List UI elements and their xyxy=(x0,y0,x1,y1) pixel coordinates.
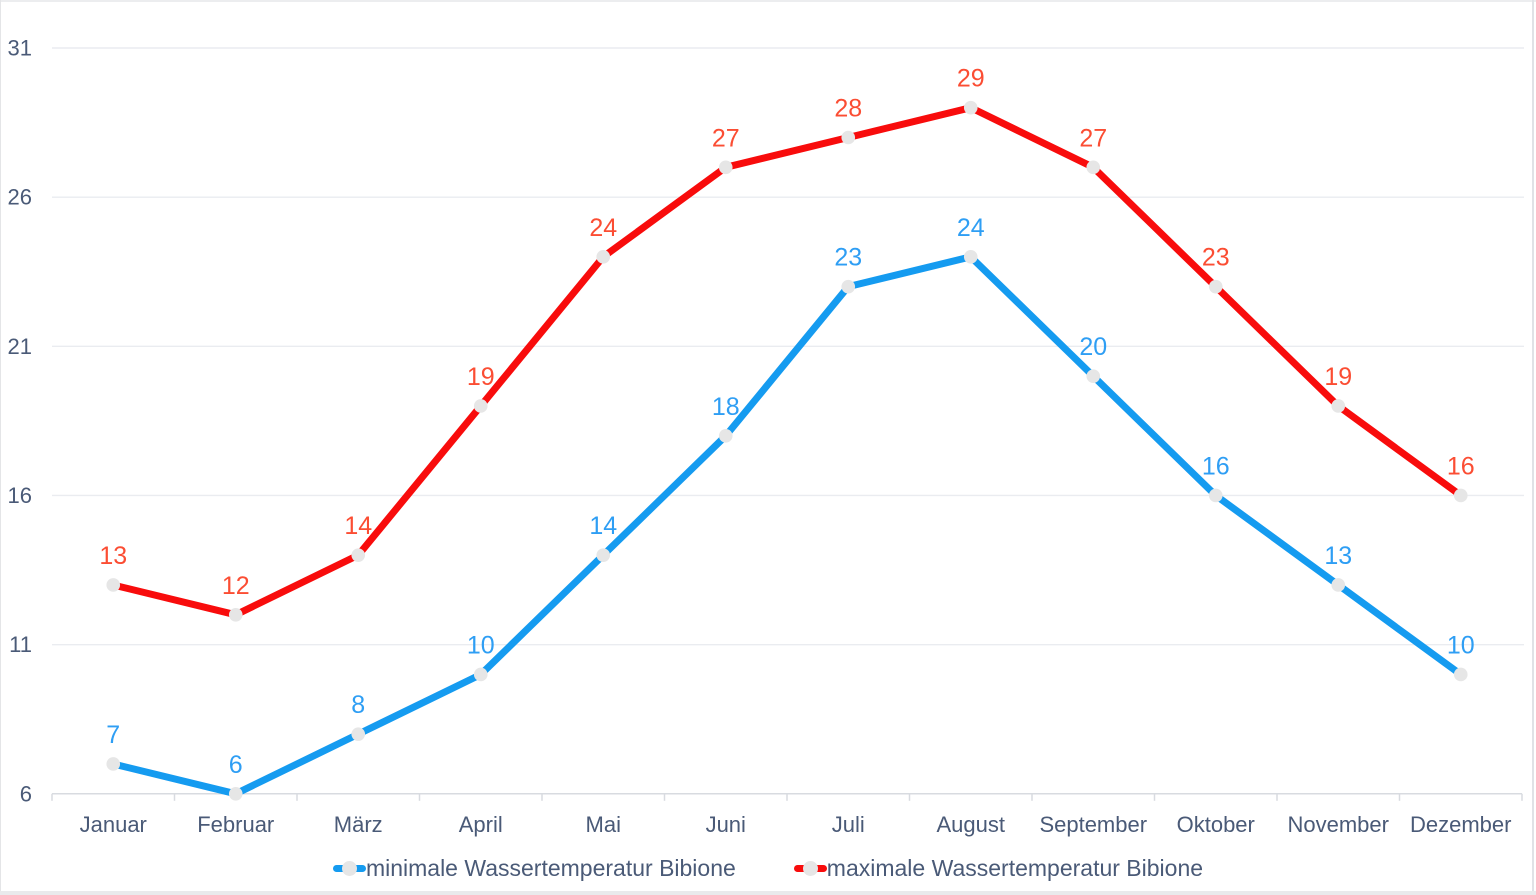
x-axis-category-label: Oktober xyxy=(1177,812,1255,837)
data-label: 8 xyxy=(351,691,365,719)
data-label: 10 xyxy=(1447,631,1475,659)
data-label: 19 xyxy=(1324,363,1352,391)
x-axis-category-label: September xyxy=(1039,812,1147,837)
data-marker xyxy=(473,667,488,682)
data-marker xyxy=(473,399,488,413)
data-label: 19 xyxy=(467,363,495,391)
data-label: 24 xyxy=(957,214,985,242)
data-marker xyxy=(351,727,366,741)
x-axis-category-label: Dezember xyxy=(1410,812,1511,837)
data-marker xyxy=(1208,279,1223,294)
series-line xyxy=(109,104,1465,619)
x-axis-category-label: Juni xyxy=(706,812,746,837)
horizontal-scrollbar-track[interactable] xyxy=(0,891,1536,895)
water-temperature-line-chart: 6 11 16 21 26 31 Januar Februar März April Mai Juni… xyxy=(8,36,1524,837)
series-line xyxy=(109,253,1465,798)
data-marker xyxy=(963,100,978,115)
y-axis-tick-label: 26 xyxy=(8,185,32,210)
y-axis-tick-label: 11 xyxy=(9,632,32,657)
data-label: 6 xyxy=(229,751,243,779)
data-marker xyxy=(228,787,243,801)
chart-legend: minimale Wassertemperatur Bibione maxima… xyxy=(0,850,1536,886)
data-marker xyxy=(1453,667,1468,682)
data-marker xyxy=(1331,578,1346,592)
data-marker xyxy=(596,548,611,562)
data-marker xyxy=(963,250,978,264)
data-marker xyxy=(1208,488,1223,503)
data-marker xyxy=(596,250,611,264)
data-label: 16 xyxy=(1447,452,1475,480)
window-top-edge-line xyxy=(0,0,1536,2)
min-series-line-marker-icon xyxy=(332,860,366,876)
data-label: 12 xyxy=(222,572,250,600)
y-axis-tick-labels: 6 11 16 21 26 31 xyxy=(8,36,32,807)
x-axis-category-label: November xyxy=(1288,812,1389,837)
data-marker xyxy=(106,757,121,771)
series-maximale: 13 12 14 19 24 27 28 29 27 23 19 16 xyxy=(99,65,1475,622)
y-axis-tick-label: 6 xyxy=(20,781,32,806)
y-axis-tick-label: 31 xyxy=(8,36,32,61)
x-axis-category-label: August xyxy=(937,812,1006,837)
series-minimale: 7 6 8 10 14 18 23 24 20 16 13 10 xyxy=(106,214,1475,801)
data-label: 14 xyxy=(589,512,617,540)
data-marker xyxy=(718,160,733,175)
data-label: 23 xyxy=(1202,244,1230,272)
data-marker xyxy=(1331,399,1346,413)
data-marker xyxy=(841,130,856,145)
x-axis-category-label: Mai xyxy=(586,812,621,837)
x-axis-category-label: Januar xyxy=(80,812,147,837)
x-axis-category-label: April xyxy=(459,812,503,837)
data-label: 18 xyxy=(712,393,740,421)
x-axis-category-label: Februar xyxy=(197,812,274,837)
y-axis-tick-label: 16 xyxy=(8,483,32,508)
max-series-marker-dot xyxy=(802,860,818,876)
data-marker xyxy=(351,548,366,562)
data-label: 24 xyxy=(589,214,617,242)
legend-label-maximale: maximale Wassertemperatur Bibione xyxy=(826,854,1204,881)
data-label: 7 xyxy=(106,721,120,749)
data-marker xyxy=(841,279,856,294)
window-left-edge-line xyxy=(0,0,1,895)
data-label: 16 xyxy=(1202,452,1230,480)
data-label: 20 xyxy=(1079,333,1107,361)
data-marker xyxy=(718,429,733,443)
data-label: 28 xyxy=(834,94,862,122)
legend-item-minimale: minimale Wassertemperatur Bibione xyxy=(332,854,736,882)
legend-item-maximale: maximale Wassertemperatur Bibione xyxy=(793,854,1204,882)
data-label: 23 xyxy=(834,244,862,272)
window-right-edge-line xyxy=(1532,0,1534,895)
x-axis-category-label: Juli xyxy=(832,812,865,837)
legend-label-minimale: minimale Wassertemperatur Bibione xyxy=(365,854,736,881)
x-axis-category-labels: Januar Februar März April Mai Juni Juli August S… xyxy=(80,812,1512,837)
data-marker xyxy=(1453,488,1468,503)
x-axis xyxy=(51,793,1523,801)
y-axis-tick-label: 21 xyxy=(8,334,32,359)
data-marker xyxy=(1086,369,1101,383)
max-series-line-marker-icon xyxy=(793,860,827,876)
data-label: 27 xyxy=(1079,124,1107,152)
data-marker xyxy=(228,608,243,622)
data-label: 29 xyxy=(957,65,985,93)
data-label: 13 xyxy=(99,542,127,570)
min-series-marker-dot xyxy=(341,860,357,876)
data-marker xyxy=(106,578,121,592)
data-marker xyxy=(1086,160,1101,175)
x-axis-category-label: März xyxy=(334,812,383,837)
data-label: 14 xyxy=(344,512,372,540)
data-label: 13 xyxy=(1324,542,1352,570)
data-label: 27 xyxy=(712,124,740,152)
data-label: 10 xyxy=(467,631,495,659)
